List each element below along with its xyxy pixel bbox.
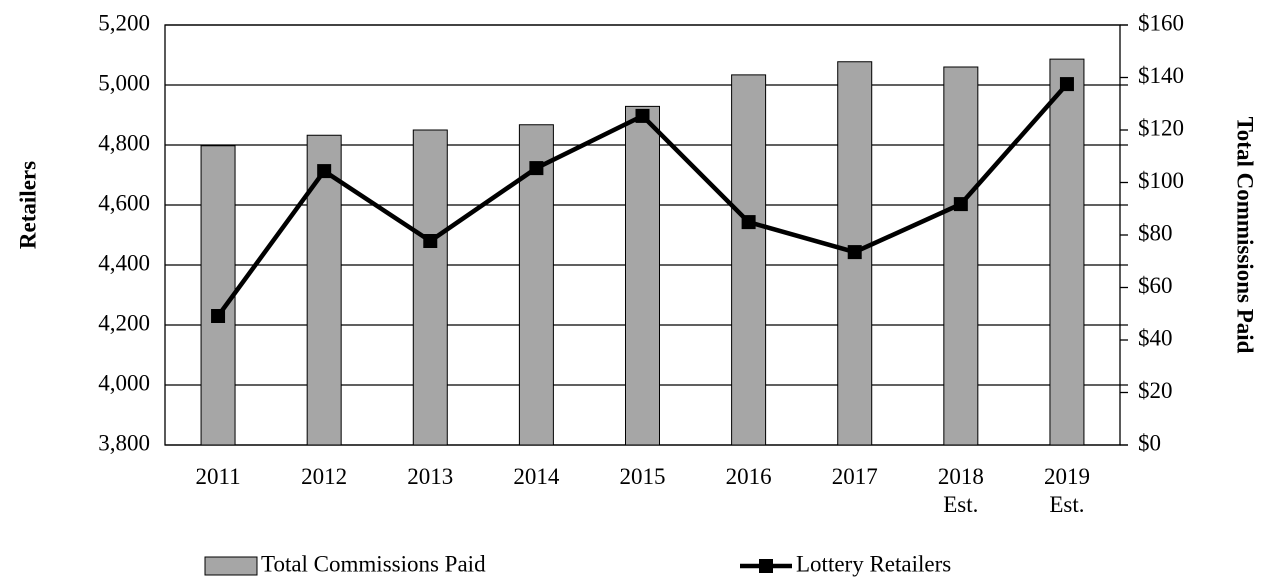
y-tick-label: 4,600: [98, 190, 150, 215]
x-tick-label: 2017: [831, 464, 878, 489]
bar: [625, 105, 660, 446]
marker: [953, 197, 968, 212]
x-tick-label: 2014: [513, 464, 560, 489]
legend-swatch: [204, 556, 258, 576]
bar: [200, 145, 236, 446]
legend-label: Lottery Retailers: [796, 551, 951, 576]
legend-swatch: [759, 559, 773, 573]
y-axis-title: Retailers: [15, 161, 40, 249]
y2-tick-label: $100: [1138, 168, 1184, 193]
y2-tick-label: $60: [1138, 273, 1173, 298]
marker: [423, 234, 438, 248]
bar: [943, 66, 979, 446]
x-tick-label: 2012: [301, 464, 348, 489]
x-tick-label: 2016: [725, 464, 772, 489]
marker: [847, 245, 862, 260]
bar: [412, 129, 448, 446]
marker: [317, 164, 332, 179]
marker: [529, 161, 544, 176]
x-tick-label: 2015: [619, 464, 666, 489]
marker: [1059, 77, 1074, 92]
y2-tick-label: $160: [1138, 10, 1184, 35]
marker: [211, 309, 226, 323]
y2-tick-label: $40: [1138, 325, 1173, 350]
y2-tick-label: $120: [1138, 115, 1184, 140]
y-tick-label: 5,200: [98, 10, 150, 35]
marker: [741, 215, 756, 230]
bar: [1049, 58, 1085, 446]
x-tick-label: 2013: [407, 464, 454, 489]
y-tick-label: 4,200: [98, 310, 150, 335]
y2-tick-label: $140: [1138, 63, 1184, 88]
y2-tick-label: $20: [1138, 378, 1173, 403]
y-tick-label: 4,000: [98, 370, 150, 395]
y-tick-label: 4,400: [98, 250, 150, 275]
y2-tick-label: $0: [1138, 430, 1161, 455]
x-tick-label: 2019 Est.: [1043, 464, 1090, 517]
y2-axis-title: Total Commissions Paid: [1233, 117, 1258, 354]
y-tick-label: 3,800: [98, 430, 150, 455]
bar: [306, 134, 342, 446]
x-tick-label: 2018 Est.: [937, 464, 984, 517]
y2-tick-label: $80: [1138, 220, 1173, 245]
bar: [731, 74, 767, 446]
legend-label: Total Commissions Paid: [261, 551, 486, 576]
marker: [635, 108, 650, 123]
x-tick-label: 2011: [195, 464, 241, 489]
y-tick-label: 4,800: [98, 130, 150, 155]
y-tick-label: 5,000: [98, 70, 150, 95]
